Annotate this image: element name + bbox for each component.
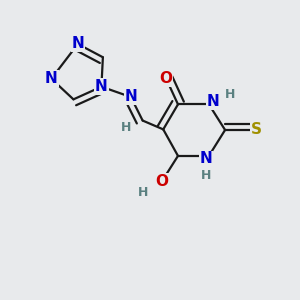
Text: H: H [225, 88, 235, 100]
Text: O: O [160, 71, 173, 86]
Text: O: O [155, 174, 168, 189]
Text: N: N [124, 89, 137, 104]
Text: N: N [207, 94, 220, 109]
Text: N: N [95, 79, 108, 94]
Text: S: S [250, 122, 262, 137]
Text: N: N [45, 71, 58, 86]
Text: N: N [200, 151, 212, 166]
Text: H: H [201, 169, 211, 182]
Text: H: H [121, 121, 132, 134]
Text: N: N [71, 37, 84, 52]
Text: H: H [137, 186, 148, 199]
